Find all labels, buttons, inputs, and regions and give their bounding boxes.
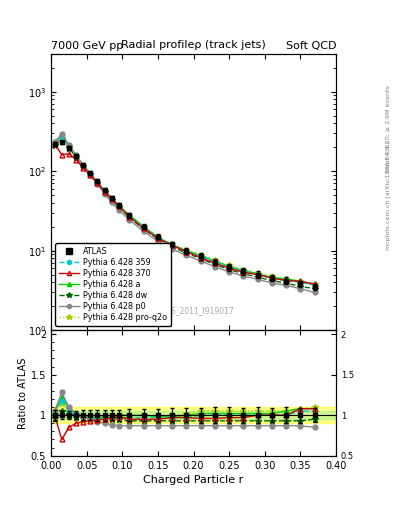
Legend: ATLAS, Pythia 6.428 359, Pythia 6.428 370, Pythia 6.428 a, Pythia 6.428 dw, Pyth: ATLAS, Pythia 6.428 359, Pythia 6.428 37…	[55, 243, 171, 326]
Title: Radial profileρ (track jets): Radial profileρ (track jets)	[121, 40, 266, 50]
Text: 7000 GeV pp: 7000 GeV pp	[51, 41, 123, 51]
X-axis label: Charged Particle r: Charged Particle r	[143, 475, 244, 485]
Text: mcplots.cern.ch [arXiv:1306.3436]: mcplots.cern.ch [arXiv:1306.3436]	[386, 141, 391, 249]
Bar	[51, 411, 336, 419]
Bar	[51, 407, 336, 423]
Y-axis label: Ratio to ATLAS: Ratio to ATLAS	[18, 357, 28, 429]
Text: Rivet 3.1.10; ≥ 2.9M events: Rivet 3.1.10; ≥ 2.9M events	[386, 85, 391, 173]
Text: ATLAS_2011_I919017: ATLAS_2011_I919017	[152, 306, 235, 315]
Text: Soft QCD: Soft QCD	[286, 41, 336, 51]
